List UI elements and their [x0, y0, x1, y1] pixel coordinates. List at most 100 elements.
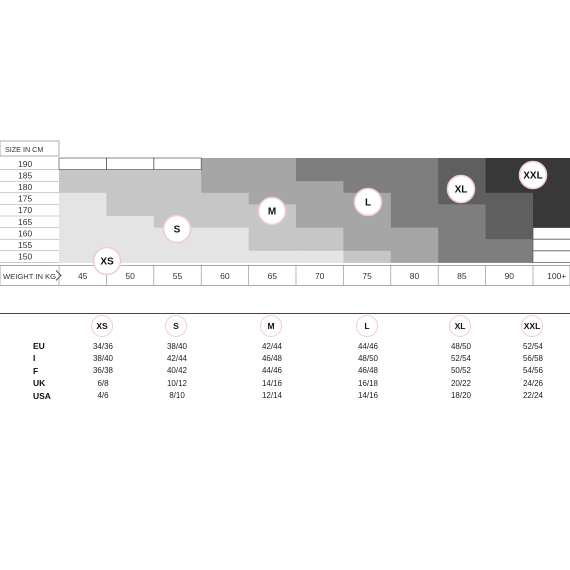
weight-tick-label: 100+	[547, 271, 566, 281]
height-tick-label: 175	[18, 194, 32, 204]
table-cell: 52/54	[522, 341, 544, 351]
divider	[0, 313, 570, 314]
grid-cell	[390, 158, 439, 171]
svg-text:XXL: XXL	[523, 171, 542, 182]
row-label-eu: EU	[33, 341, 45, 351]
grid-cell	[201, 169, 250, 182]
table-cell: 16/18	[357, 378, 379, 388]
size-header-box	[0, 140, 60, 157]
row-label-uk: UK	[33, 378, 46, 389]
size-chart-grid: SIZE IN CM190185180175170165160155150WEI…	[0, 140, 570, 286]
grid-cell	[106, 192, 155, 205]
grid-cell	[248, 158, 297, 171]
grid-cell	[485, 204, 534, 217]
grid-cell	[106, 204, 155, 217]
grid-cell	[59, 158, 107, 171]
grid-cell	[201, 227, 250, 240]
size-marker-s: S	[162, 214, 192, 244]
grid-cell	[390, 216, 439, 229]
grid-cell	[533, 216, 570, 229]
grid-cell	[296, 158, 344, 171]
grid-cell	[153, 239, 202, 252]
grid-cell	[390, 239, 439, 252]
grid-cell	[438, 158, 487, 171]
grid-cell	[201, 181, 250, 194]
grid-cell	[248, 181, 297, 194]
grid-cell	[153, 192, 202, 205]
grid-cell	[390, 250, 439, 263]
grid-cell	[296, 192, 344, 205]
row-label-usa: USA	[33, 390, 51, 401]
grid-cell	[59, 192, 107, 205]
grid-cell	[153, 250, 202, 263]
size-badge-m: M	[260, 315, 282, 337]
grid-cell	[106, 239, 155, 252]
row-label-f: F	[33, 365, 39, 376]
table-cell: 38/40	[166, 341, 188, 351]
grid-cell	[485, 216, 534, 229]
grid-cell	[343, 158, 392, 171]
grid-cell	[248, 169, 297, 182]
table-cell: 6/8	[97, 378, 109, 388]
grid-cell	[485, 250, 534, 263]
height-tick-label: 160	[18, 228, 32, 238]
height-tick-label: 165	[18, 217, 32, 227]
row-label-i: I	[33, 353, 36, 364]
grid-cell	[533, 204, 570, 217]
height-tick-label: 190	[18, 159, 32, 169]
table-cell: 20/22	[450, 378, 472, 388]
grid-cell	[485, 181, 534, 194]
grid-cell	[343, 239, 392, 252]
table-cell: 18/20	[450, 391, 472, 401]
grid-cell	[59, 227, 107, 240]
grid-cell	[153, 169, 202, 182]
table-cell: 42/44	[261, 341, 283, 351]
weight-tick-label: 80	[410, 271, 420, 281]
table-cell: 8/10	[169, 391, 185, 401]
weight-tick-label: 60	[220, 271, 230, 281]
weight-tick-label: 45	[78, 271, 88, 281]
grid-cell	[201, 239, 250, 252]
grid-cell-outline	[532, 250, 570, 263]
table-cell: 54/56	[522, 366, 544, 376]
height-tick-label: 180	[18, 182, 32, 192]
weight-tick-label: 65	[268, 271, 278, 281]
grid-cell	[533, 239, 570, 252]
svg-text:XS: XS	[100, 257, 114, 268]
size-marker-xs: XS	[92, 246, 122, 276]
height-tick-label: 150	[18, 252, 32, 262]
grid-cell	[343, 227, 392, 240]
svg-text:XL: XL	[455, 185, 468, 196]
grid-cell	[390, 169, 439, 182]
table-cell: 22/24	[522, 391, 544, 401]
size-badge-xl: XL	[449, 315, 471, 337]
size-marker-xxl: XXL	[518, 160, 548, 190]
grid-cell	[59, 181, 107, 194]
grid-cell	[438, 227, 487, 240]
size-badge-s: S	[165, 315, 187, 337]
grid-cell	[296, 216, 344, 229]
grid-cell	[201, 216, 250, 229]
table-cell: 56/58	[522, 353, 544, 363]
grid-cell	[248, 227, 297, 240]
grid-cell	[438, 216, 487, 229]
grid-cell	[390, 227, 439, 240]
table-cell: 14/16	[261, 378, 283, 388]
table-cell: 52/54	[450, 353, 472, 363]
table-cell: 42/44	[166, 353, 188, 363]
weight-tick-label: 90	[505, 271, 515, 281]
grid-cell	[343, 250, 392, 263]
grid-cell	[106, 169, 155, 182]
grid-cell	[296, 181, 344, 194]
grid-cell	[485, 192, 534, 205]
height-tick-label: 170	[18, 205, 32, 215]
table-cell: 48/50	[450, 341, 472, 351]
svg-text:S: S	[174, 225, 181, 236]
weight-in-kg-label: WEIGHT IN KG	[3, 272, 56, 281]
table-cell: 24/26	[522, 378, 544, 388]
grid-cell	[248, 250, 297, 263]
grid-cell	[201, 192, 250, 205]
grid-cell	[343, 216, 392, 229]
grid-cell	[106, 158, 155, 171]
table-cell: 46/48	[357, 366, 379, 376]
